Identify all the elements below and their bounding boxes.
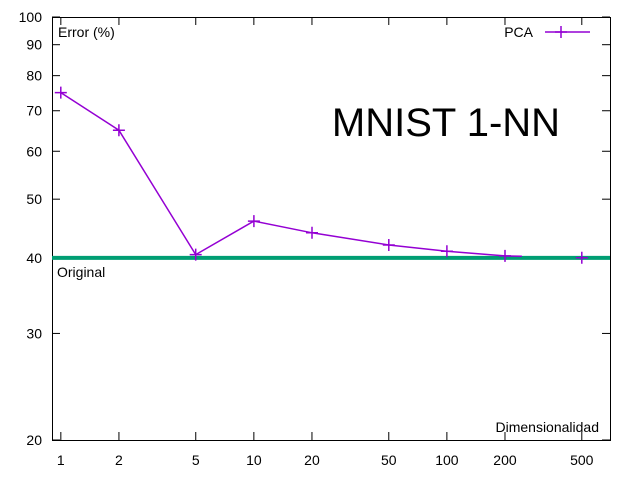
y-tick-label: 50	[26, 191, 42, 207]
data-point-pca	[499, 249, 511, 262]
x-tick-label: 20	[304, 452, 320, 468]
legend: PCA	[504, 24, 590, 40]
x-tick-label: 200	[493, 452, 517, 468]
y-tick-label: 40	[26, 250, 42, 266]
x-tick-label: 1	[57, 452, 65, 468]
y-tick-label: 80	[26, 68, 42, 84]
data-point-pca	[54, 86, 67, 99]
y-tick-label: 70	[26, 103, 42, 119]
x-axis-label: Dimensionalidad	[495, 419, 599, 435]
y-tick-label: 90	[26, 37, 42, 53]
y-tick-label: 60	[26, 143, 42, 159]
y-tick-label: 20	[26, 432, 42, 448]
x-axis-ticks: 1 2 5 10 20 50 100 200 500	[57, 17, 594, 468]
y-tick-label: 100	[19, 9, 43, 25]
y-tick-label: 30	[26, 325, 42, 341]
data-point-pca	[112, 124, 125, 137]
x-tick-label: 50	[381, 452, 397, 468]
plot-frame	[52, 17, 611, 441]
legend-label-pca: PCA	[504, 24, 533, 40]
reference-line-label: Original	[57, 264, 105, 280]
chart-title: MNIST 1-NN	[332, 101, 560, 145]
data-point-pca	[306, 226, 318, 239]
y-axis-label: Error (%)	[58, 24, 115, 40]
data-point-pca	[189, 248, 202, 261]
x-tick-label: 100	[435, 452, 459, 468]
x-tick-label: 5	[192, 452, 200, 468]
x-tick-label: 10	[246, 452, 262, 468]
x-tick-label: 2	[115, 452, 123, 468]
y-axis-ticks: 20 30 40 50 60 70 80 90 100	[19, 9, 610, 448]
x-tick-label: 500	[570, 452, 594, 468]
data-point-pca	[247, 215, 260, 228]
data-point-pca	[575, 251, 588, 264]
data-point-pca	[440, 245, 453, 258]
series-group	[54, 86, 588, 264]
legend-marker-pca	[555, 26, 567, 38]
data-point-pca	[382, 239, 395, 251]
